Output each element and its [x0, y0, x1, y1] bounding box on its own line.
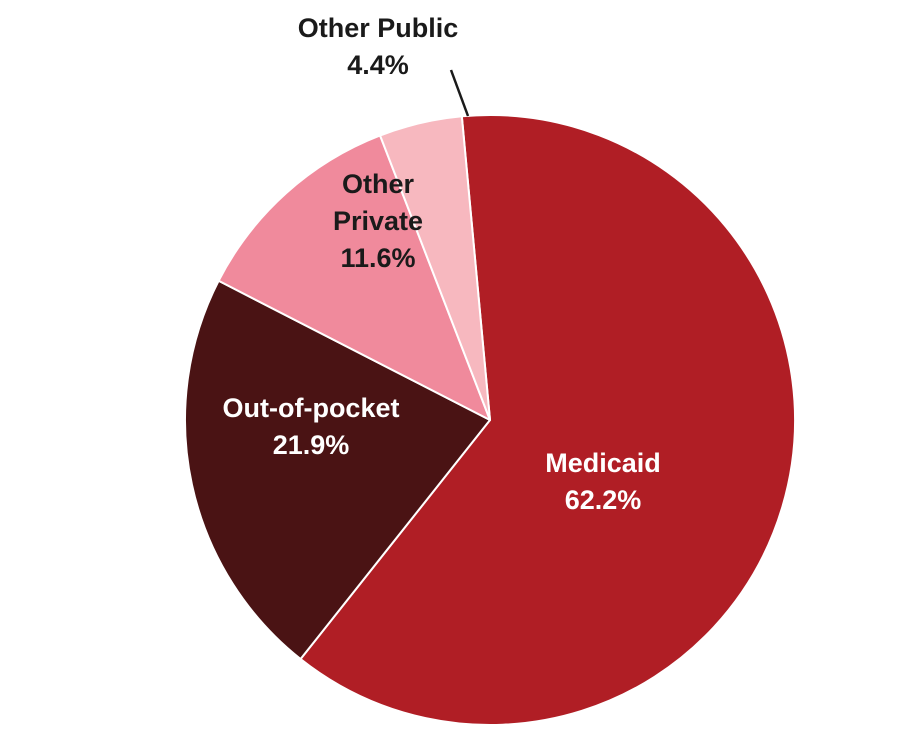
- slice-label-other-private: Other Private 11.6%: [333, 169, 423, 273]
- leaders-layer: [449, 69, 470, 117]
- pie-slice-medicaid: [299, 113, 796, 726]
- slice-label-out-of-pocket: Out-of-pocket 21.9%: [223, 393, 400, 460]
- leader-line-other-public: [449, 69, 470, 117]
- slice-value-label: 62.2%: [565, 485, 642, 515]
- slice-value-label: 4.4%: [347, 50, 409, 80]
- slices-layer: [183, 113, 796, 726]
- slice-value-label: 21.9%: [273, 430, 350, 460]
- slice-category-label: Out-of-pocket: [223, 393, 400, 423]
- labels-layer: Medicaid 62.2% Out-of-pocket 21.9% Other Priv…: [223, 13, 661, 515]
- slice-category-label: Other Public: [298, 13, 459, 43]
- slice-label-other-public: Other Public 4.4%: [298, 13, 459, 80]
- pie-slice-other-private: [217, 134, 491, 421]
- pie-slice-other-public: [379, 115, 491, 421]
- pie-slice-out-of-pocket: [183, 279, 491, 661]
- slice-category-label: Private: [333, 206, 423, 236]
- slice-label-medicaid: Medicaid 62.2%: [545, 448, 661, 515]
- slice-value-label: 11.6%: [340, 243, 415, 273]
- slice-category-label: Medicaid: [545, 448, 661, 478]
- slice-category-label: Other: [342, 169, 415, 199]
